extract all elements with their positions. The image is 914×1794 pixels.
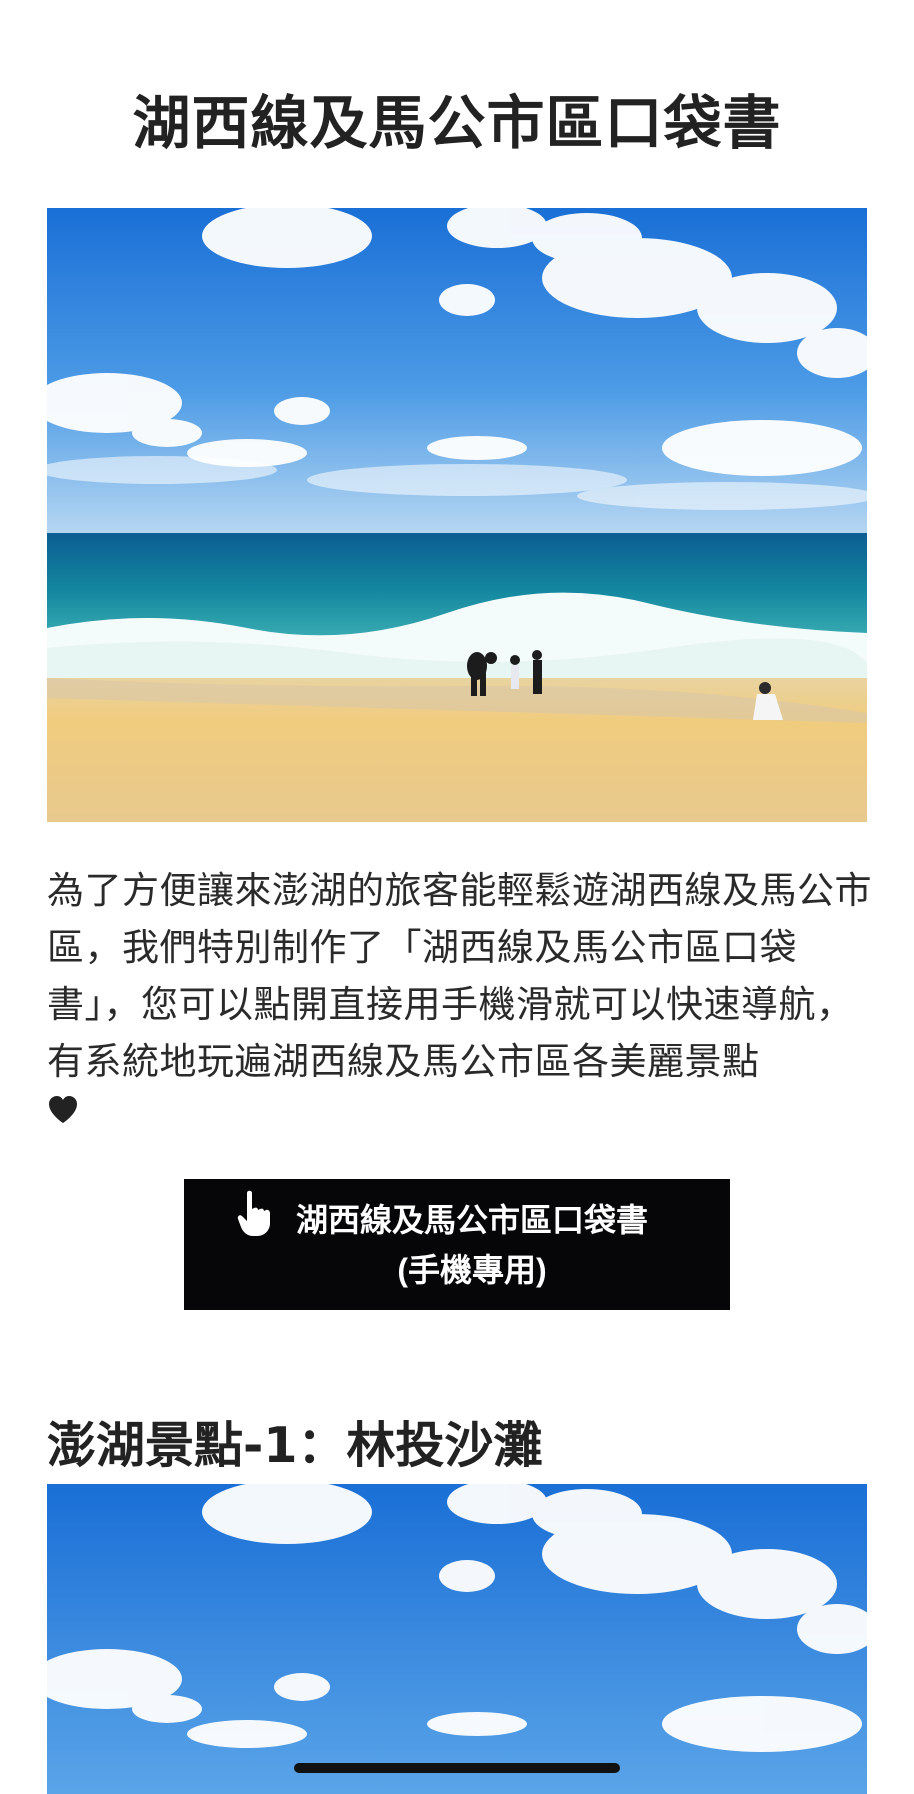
pointing-hand-icon [237, 1190, 270, 1236]
intro-text: 為了方便讓來澎湖的旅客能輕鬆遊湖西線及馬公市區，我們特別制作了「湖西線及馬公市區… [47, 869, 872, 1083]
pocket-book-title: 湖西線及馬公市區口袋書 [295, 1201, 648, 1238]
pocket-book-subtitle: (手機專用) [397, 1251, 547, 1288]
pocket-book-label: 湖西線及馬公市區口袋書 (手機專用) [266, 1195, 648, 1295]
page-title: 湖西線及馬公市區口袋書 [132, 89, 782, 157]
beach-photo [47, 208, 867, 822]
heart-icon [49, 1096, 77, 1123]
pocket-book-button[interactable]: 湖西線及馬公市區口袋書 (手機專用) [184, 1179, 730, 1310]
intro-paragraph: 為了方便讓來澎湖的旅客能輕鬆遊湖西線及馬公市區，我們特別制作了「湖西線及馬公市區… [47, 862, 873, 1126]
home-indicator [294, 1763, 620, 1773]
section-beach-photo [47, 1484, 867, 1794]
section-heading: 澎湖景點-1：林投沙灘 [47, 1417, 543, 1474]
